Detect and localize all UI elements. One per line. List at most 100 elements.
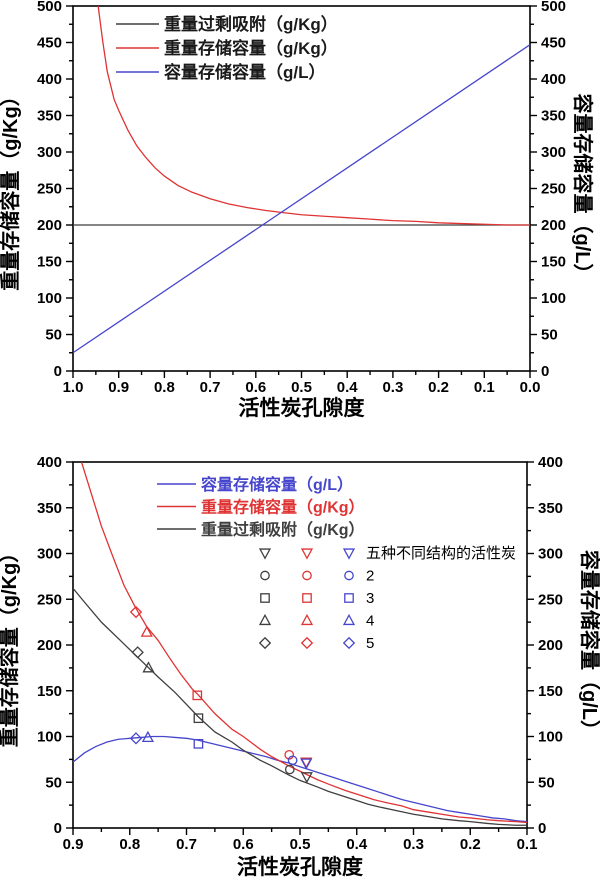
data-point xyxy=(142,661,155,673)
y-left-tick-label: 400 xyxy=(37,71,62,88)
y-right-tick-label: 400 xyxy=(538,454,563,471)
y-left-tick-label: 0 xyxy=(54,363,62,380)
x-axis-title: 活性炭孔隙度 xyxy=(237,855,363,879)
y-left-tick-label: 150 xyxy=(37,683,62,700)
legend-triangle-up-marker xyxy=(258,613,272,626)
data-point xyxy=(141,730,154,743)
data-point xyxy=(129,605,143,619)
data-point xyxy=(131,646,144,659)
y-left-tick-label: 200 xyxy=(37,217,62,234)
y-right-tick-label: 200 xyxy=(541,217,566,234)
series-line-blue xyxy=(73,735,527,823)
x-tick-label: 0.7 xyxy=(176,836,197,853)
legend-circle-marker xyxy=(302,570,312,581)
y-axis-right: 0 50 100 150 200 250 300 350 400 450 500 xyxy=(530,0,566,380)
top-chart: 1.0 0.9 0.8 0.7 0.6 0.5 0.4 0.3 0.2 0.1 0.00501001… xyxy=(0,0,595,420)
y-right-tick-label: 0 xyxy=(541,363,549,380)
y-left-tick-label: 350 xyxy=(37,500,62,517)
x-tick-label: 0.0 xyxy=(520,379,541,396)
plot-frame xyxy=(72,461,528,829)
legend-label: 重量存储容量（g/Kg） xyxy=(164,38,338,58)
legend-label: 容量存储容量（g/L） xyxy=(200,475,353,494)
y-right-tick-label: 150 xyxy=(541,254,566,271)
data-point xyxy=(287,755,298,766)
x-tick-label: 0.8 xyxy=(119,836,140,853)
series-line-red xyxy=(97,6,530,226)
x-tick-label: 0.1 xyxy=(517,836,538,853)
y-right-tick-label: 300 xyxy=(541,144,566,161)
y-right-tick-label: 50 xyxy=(541,327,558,344)
y-right-tick-label: 100 xyxy=(538,729,563,746)
series-line-blue xyxy=(73,44,530,354)
y-axis-right: 0 50 100 150 200 250 300 350 400 xyxy=(527,454,563,837)
legend-label: 容量存储容量（g/L） xyxy=(164,62,326,82)
x-tick-label: 0.1 xyxy=(474,379,495,396)
y-left-tick-label: 150 xyxy=(37,254,62,271)
marker-legend-label: 3 xyxy=(366,590,374,607)
marker-legend-label: 4 xyxy=(366,613,374,630)
x-tick-label: 0.6 xyxy=(233,836,254,853)
marker-legend: 五种不同结构的活性炭 2 3 4 5 xyxy=(258,545,516,652)
y-left-tick-label: 350 xyxy=(37,108,62,125)
y-right-tick-label: 50 xyxy=(538,774,555,791)
legend-diamond-marker xyxy=(258,636,272,650)
marker-legend-label: 五种不同结构的活性炭 xyxy=(366,545,516,562)
legend-square-marker xyxy=(260,593,270,603)
y-right-tick-label: 450 xyxy=(541,35,566,52)
y-right-tick-label: 350 xyxy=(538,500,563,517)
scatter-points xyxy=(129,605,313,784)
y-left-tick-label: 50 xyxy=(45,774,62,791)
x-tick-label: 0.2 xyxy=(460,836,481,853)
y-right-tick-label: 500 xyxy=(541,0,566,15)
legend-label: 重量存储容量（g/Kg） xyxy=(201,498,365,517)
y-right-tick-label: 350 xyxy=(541,108,566,125)
data-point xyxy=(193,738,204,749)
series-line-black xyxy=(73,587,527,826)
y-right-tick-label: 400 xyxy=(541,71,566,88)
legend-label: 重量过剩吸附（g/Kg） xyxy=(201,520,365,539)
y-left-tick-label: 250 xyxy=(37,181,62,198)
data-point xyxy=(300,758,313,770)
legend: 容量存储容量（g/L） 重量存储容量（g/Kg） 重量过剩吸附（g/Kg） xyxy=(157,475,365,539)
x-tick-label: 0.9 xyxy=(63,836,84,853)
legend-diamond-marker xyxy=(342,636,356,650)
data-point xyxy=(193,713,204,724)
legend-triangle-up-marker xyxy=(342,613,356,626)
x-tick-label: 0.4 xyxy=(337,379,359,396)
y-right-axis-title: 容量存储容量（g/L） xyxy=(571,94,595,284)
legend-label: 重量过剩吸附（g/Kg） xyxy=(164,14,338,34)
data-point xyxy=(129,732,143,745)
y-left-tick-label: 100 xyxy=(37,729,62,746)
legend-triangle-up-marker xyxy=(300,613,314,626)
x-tick-label: 0.3 xyxy=(382,379,403,396)
x-tick-label: 0.2 xyxy=(428,379,449,396)
marker-legend-label: 5 xyxy=(366,635,374,652)
y-left-tick-label: 50 xyxy=(45,327,62,344)
x-tick-label: 0.7 xyxy=(200,379,221,396)
legend-square-marker xyxy=(344,593,354,603)
x-tick-label: 0.8 xyxy=(154,379,175,396)
y-right-tick-label: 200 xyxy=(538,637,563,654)
y-left-tick-label: 300 xyxy=(37,546,62,563)
y-left-tick-label: 500 xyxy=(37,0,62,15)
legend-circle-marker xyxy=(260,570,270,581)
y-right-tick-label: 250 xyxy=(538,591,563,608)
y-left-tick-label: 200 xyxy=(37,637,62,654)
y-axis-left: 0 50 100 150 200 250 300 350 400 450 500 xyxy=(37,0,73,380)
y-right-tick-label: 250 xyxy=(541,181,566,198)
data-point xyxy=(192,690,203,701)
x-tick-label: 0.5 xyxy=(290,836,311,853)
y-left-tick-label: 450 xyxy=(37,35,62,52)
bottom-chart: 0.9 0.8 0.7 0.6 0.5 0.4 0.3 0.2 0.10501001502002… xyxy=(0,454,600,879)
y-right-axis-title: 容量存储容量（g/L） xyxy=(578,550,600,740)
legend-circle-marker xyxy=(344,570,354,581)
x-tick-label: 0.9 xyxy=(108,379,129,396)
y-left-axis-title: 重量存储容量（g/Kg） xyxy=(0,543,21,747)
y-left-tick-label: 250 xyxy=(37,591,62,608)
legend-triangle-down-marker xyxy=(258,548,272,560)
y-left-tick-label: 400 xyxy=(37,454,62,471)
x-tick-label: 0.3 xyxy=(403,836,424,853)
legend: 重量过剩吸附（g/Kg） 重量存储容量（g/Kg） 容量存储容量（g/L） xyxy=(116,14,338,82)
marker-legend-label: 2 xyxy=(366,568,374,585)
